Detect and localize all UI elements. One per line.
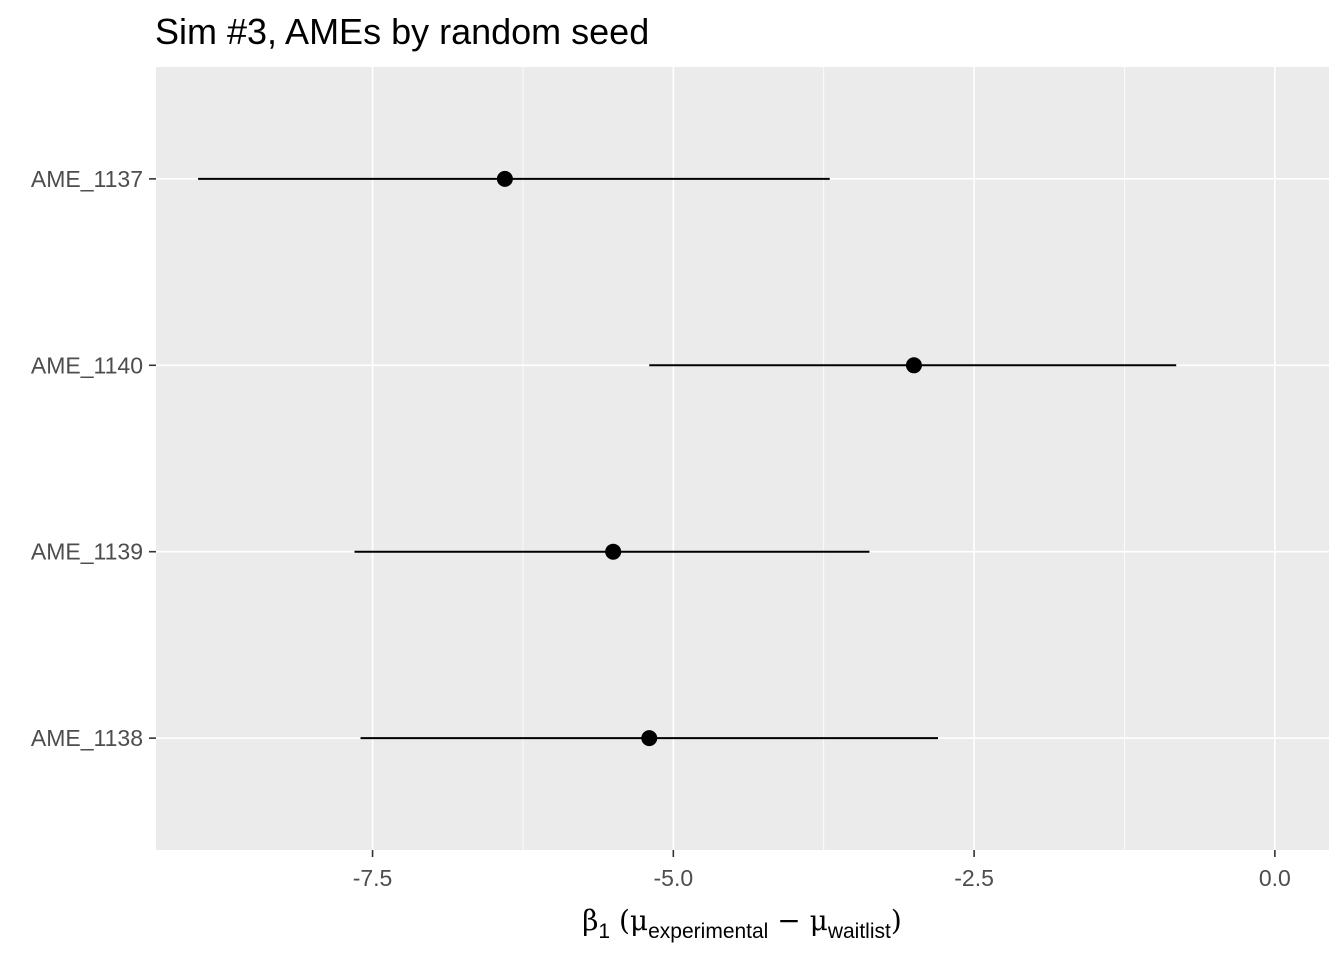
y-tick-label: AME_1139 xyxy=(31,539,143,565)
x-tick-label: -2.5 xyxy=(954,865,994,891)
y-axis: AME_1137 AME_1140 AME_1139 AME_1138 xyxy=(31,166,156,751)
mu-symbol-1: μ xyxy=(630,904,648,937)
estimate-point xyxy=(496,170,513,187)
beta-subscript: 1 xyxy=(598,920,610,943)
mu-subscript-2: waitlist xyxy=(827,920,891,943)
mu-subscript-1: experimental xyxy=(648,920,768,943)
estimate-points xyxy=(496,170,922,747)
x-axis: -7.5 -5.0 -2.5 0.0 xyxy=(353,850,1291,891)
mu-symbol-2: μ xyxy=(810,904,828,937)
x-tick-label: -7.5 xyxy=(353,865,393,891)
y-tick-label: AME_1138 xyxy=(31,725,143,751)
minus-sign: − xyxy=(768,904,809,937)
estimate-point xyxy=(605,543,622,560)
x-tick-label: -5.0 xyxy=(654,865,694,891)
chart-title: Sim #3, AMEs by random seed xyxy=(155,11,649,52)
y-tick-label: AME_1140 xyxy=(31,352,143,378)
plot-panel xyxy=(156,67,1329,850)
estimate-point xyxy=(905,357,922,374)
y-tick-label: AME_1137 xyxy=(31,166,143,192)
estimate-point xyxy=(641,730,658,747)
x-axis-title: β1 (μexperimental − μwaitlist) xyxy=(582,904,902,943)
close-paren: ) xyxy=(891,904,902,937)
open-paren: ( xyxy=(610,904,630,937)
x-tick-label: 0.0 xyxy=(1259,865,1291,891)
beta-symbol: β xyxy=(582,904,598,937)
